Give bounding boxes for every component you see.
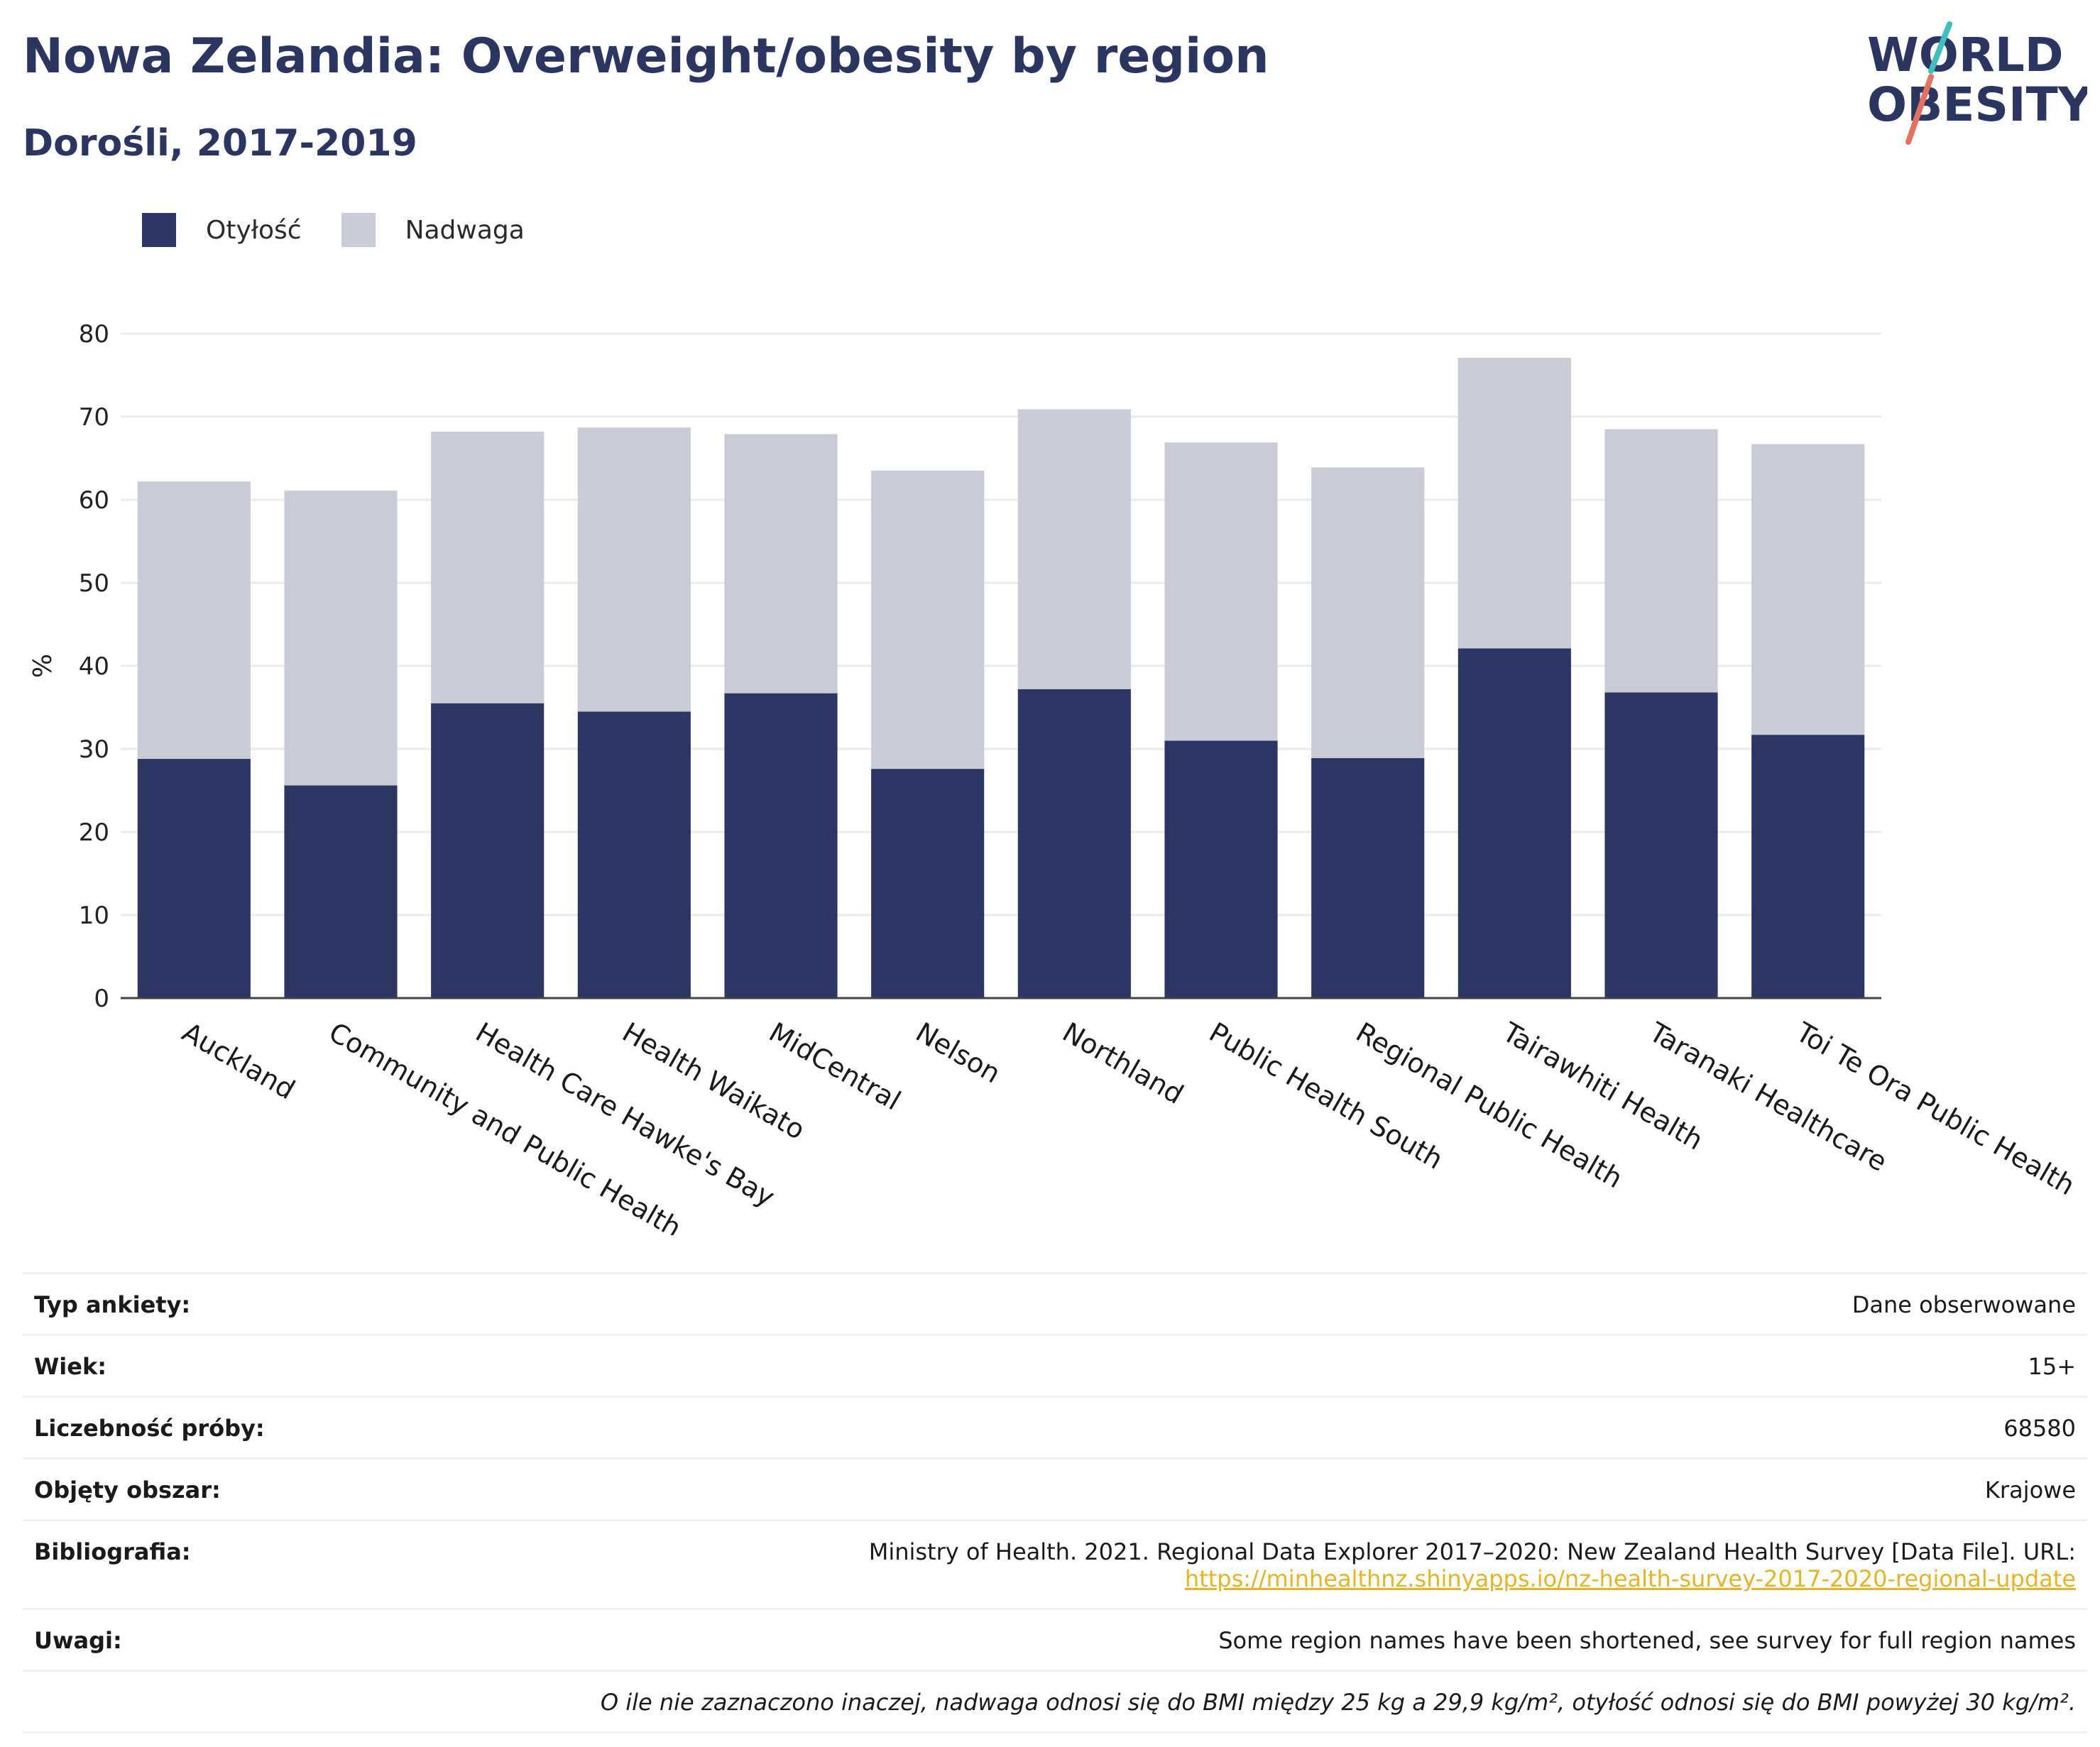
y-tick-label: 10 [79,902,109,930]
info-row-age: Wiek: 15+ [23,1334,2087,1396]
x-tick-label: Taranaki Healthcare [1644,1016,1892,1178]
info-row-notes: Uwagi: Some region names have been short… [23,1608,2087,1670]
bar-overweight [284,491,398,786]
y-tick-label: 70 [79,403,109,432]
bar-obesity [1604,692,1718,998]
info-label: Bibliografia: [34,1538,191,1565]
info-label: Wiek: [34,1353,107,1380]
bar-obesity [431,703,545,998]
info-row-footnote: O ile nie zaznaczono inaczej, nadwaga od… [23,1670,2087,1734]
info-label: Objęty obszar: [34,1477,221,1504]
bar-overweight [1164,442,1278,741]
x-tick-label: Toi Te Ora Public Health [1790,1016,2080,1201]
y-tick-label: 30 [79,735,109,764]
logo-slash-coral [1905,74,1934,145]
bar-overweight [1751,444,1865,735]
info-value: Ministry of Health. 2021. Regional Data … [869,1538,2076,1592]
chart-title: Nowa Zelandia: Overweight/obesity by reg… [23,28,1269,84]
bar-overweight [1604,429,1718,693]
bar-overweight [1017,409,1131,689]
info-label: Typ ankiety: [34,1291,191,1318]
x-tick-label: Auckland [177,1017,300,1106]
info-value: Dane obserwowane [1852,1291,2076,1318]
info-row-area: Objęty obszar: Krajowe [23,1457,2087,1519]
bar-obesity [1017,689,1131,998]
world-obesity-logo: WORLD OBESITY [1867,21,2087,145]
x-tick-label: Nelson [911,1017,1006,1090]
info-table: Typ ankiety: Dane obserwowane Wiek: 15+ … [23,1272,2087,1734]
bar-obesity [724,693,838,998]
bar-obesity [1751,735,1865,998]
logo-slash-teal [1928,21,1952,74]
x-tick-label: Northland [1057,1017,1188,1110]
chart-subtitle: Dorośli, 2017-2019 [23,122,417,165]
bibliography-text: Ministry of Health. 2021. Regional Data … [868,1538,2076,1565]
info-value: Krajowe [1984,1477,2076,1504]
bar-obesity [137,759,251,998]
y-tick-label: 60 [79,486,109,515]
y-tick-label: 40 [79,652,109,681]
y-tick-label: 20 [79,818,109,847]
info-row-sample-size: Liczebność próby: 68580 [23,1396,2087,1457]
legend-swatch-overweight [341,213,376,247]
bar-overweight [871,471,985,770]
bar-overweight [1311,467,1425,758]
bar-obesity [577,711,691,998]
y-tick-label: 80 [79,320,109,349]
x-tick-label: Regional Public Health [1351,1017,1628,1195]
bar-obesity [871,769,985,998]
bar-overweight [724,434,838,694]
chart-legend: Otyłość Nadwaga [142,210,564,250]
info-row-survey-type: Typ ankiety: Dane obserwowane [23,1272,2087,1334]
info-label: Liczebność próby: [34,1415,265,1442]
x-tick-label: MidCentral [764,1017,906,1117]
bar-obesity [1458,648,1571,998]
info-value: 15+ [2028,1353,2076,1380]
info-value: 68580 [2003,1415,2076,1442]
y-tick-label: 50 [79,569,109,598]
bar-obesity [1164,740,1278,998]
info-label: Uwagi: [34,1627,122,1654]
info-row-bibliography: Bibliografia: Ministry of Health. 2021. … [23,1519,2087,1608]
bibliography-link[interactable]: https://minhealthnz.shinyapps.io/nz-heal… [1184,1565,2076,1592]
bar-overweight [137,481,251,760]
bar-obesity [1311,757,1425,998]
x-tick-label: Public Health South [1204,1017,1448,1176]
footnote-text: O ile nie zaznaczono inaczej, nadwaga od… [600,1689,2076,1716]
y-tick-label: 0 [94,985,109,1013]
legend-label-overweight: Nadwaga [405,215,525,245]
y-axis-label: % [28,654,58,678]
logo-text-world: WORLD [1867,28,2064,82]
bar-overweight [1458,357,1571,649]
bar-obesity [284,785,398,998]
info-value: Some region names have been shortened, s… [1218,1627,2076,1654]
legend-swatch-obesity [142,213,176,247]
bar-overweight [577,427,691,712]
bar-overweight [431,432,545,703]
logo-text-obesity: OBESITY [1867,77,2087,132]
legend-label-obesity: Otyłość [206,215,302,245]
